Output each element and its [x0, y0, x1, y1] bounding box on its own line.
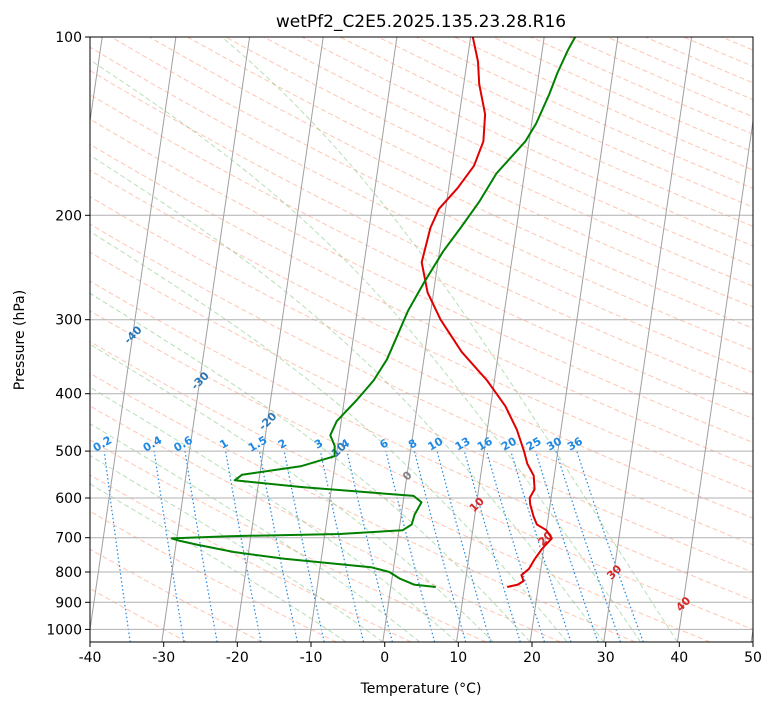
y-axis-label: Pressure (hPa) [12, 290, 28, 390]
y-tick-label: 1000 [46, 622, 82, 638]
x-tick-label: -10 [300, 650, 323, 666]
x-tick-label: -30 [152, 650, 175, 666]
x-tick-label: 50 [744, 650, 762, 666]
x-tick-label: -20 [226, 650, 249, 666]
x-tick-label: 40 [670, 650, 688, 666]
y-tick-label: 700 [55, 531, 82, 547]
x-tick-label: 30 [597, 650, 615, 666]
y-tick-label: 300 [55, 313, 82, 329]
x-tick-label: 10 [449, 650, 467, 666]
x-axis-label: Temperature (°C) [360, 681, 482, 697]
y-tick-label: 900 [55, 595, 82, 611]
x-tick-label: 20 [523, 650, 541, 666]
y-tick-label: 800 [55, 565, 82, 581]
y-tick-label: 600 [55, 491, 82, 507]
chart-title: wetPf2_C2E5.2025.135.23.28.R16 [276, 12, 566, 32]
y-tick-label: 400 [55, 387, 82, 403]
y-tick-label: 100 [55, 30, 82, 46]
x-tick-label: -40 [79, 650, 102, 666]
y-tick-label: 500 [55, 444, 82, 460]
x-tick-label: 0 [380, 650, 389, 666]
y-tick-label: 200 [55, 208, 82, 224]
